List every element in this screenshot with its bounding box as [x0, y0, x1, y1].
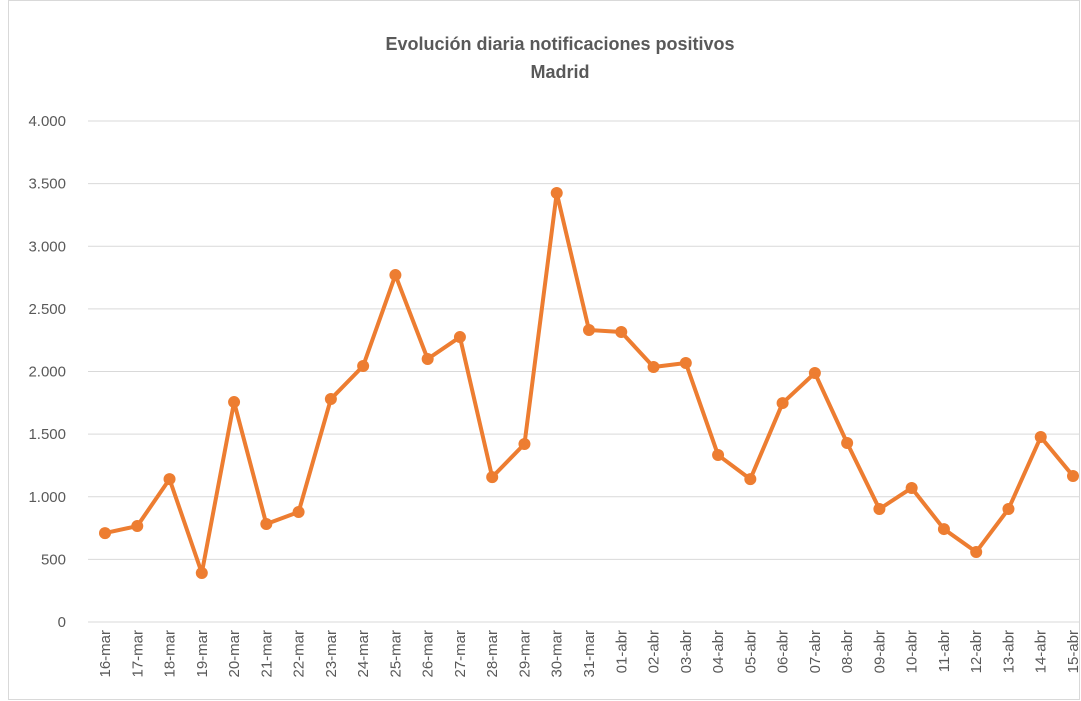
data-point	[486, 471, 499, 484]
data-point	[873, 503, 886, 516]
data-point	[679, 356, 692, 369]
data-point	[260, 518, 273, 531]
x-tick-label: 11-abr	[936, 630, 953, 672]
data-point	[518, 438, 531, 451]
data-point	[744, 473, 757, 486]
data-point	[1002, 503, 1015, 516]
data-point	[163, 473, 176, 486]
data-point	[937, 523, 950, 536]
data-point	[389, 269, 402, 282]
data-point	[583, 324, 595, 337]
data-point	[1034, 431, 1047, 444]
y-tick-label: 3.500	[28, 176, 66, 193]
x-tick-label: 16-mar	[97, 630, 114, 678]
data-point	[841, 437, 854, 450]
y-tick-label: 500	[41, 551, 66, 568]
data-point	[99, 527, 111, 540]
x-tick-label: 05-abr	[742, 630, 759, 673]
x-tick-label: 23-mar	[323, 630, 340, 678]
x-tick-label: 07-abr	[807, 630, 824, 673]
x-tick-label: 13-abr	[1000, 630, 1017, 673]
x-tick-label: 22-mar	[291, 630, 308, 678]
x-tick-label: 26-mar	[420, 630, 437, 678]
data-point	[228, 396, 241, 409]
y-tick-label: 3.000	[28, 238, 66, 255]
y-tick-label: 1.000	[28, 489, 66, 506]
x-tick-label: 02-abr	[646, 630, 663, 673]
x-tick-label: 10-abr	[904, 630, 921, 673]
x-tick-label: 12-abr	[968, 630, 985, 673]
x-tick-label: 06-abr	[775, 630, 792, 673]
data-point	[808, 367, 821, 380]
x-tick-label: 25-mar	[387, 630, 404, 678]
x-tick-label: 28-mar	[484, 630, 501, 678]
data-point	[615, 326, 628, 339]
data-point	[712, 449, 725, 462]
x-tick-label: 08-abr	[839, 630, 856, 673]
x-tick-label: 30-mar	[549, 630, 566, 678]
chart-title: Evolución diaria notificaciones positivo…	[385, 34, 734, 54]
x-tick-label: 27-mar	[452, 630, 469, 678]
x-tick-label: 18-mar	[162, 630, 179, 678]
data-point	[1067, 469, 1079, 482]
y-tick-label: 1.500	[28, 426, 66, 443]
data-point	[550, 187, 563, 200]
x-tick-label: 20-mar	[226, 630, 243, 678]
data-point	[905, 481, 918, 494]
x-tick-label: 14-abr	[1033, 630, 1050, 673]
y-tick-label: 0	[58, 614, 66, 631]
chart-subtitle: Madrid	[530, 62, 589, 82]
data-point	[970, 545, 983, 558]
data-point	[357, 359, 370, 372]
data-point	[647, 360, 660, 373]
x-tick-label: 31-mar	[581, 630, 598, 678]
data-point	[324, 393, 337, 406]
chart-border	[8, 0, 1080, 700]
data-point	[292, 506, 305, 519]
x-tick-label: 29-mar	[516, 630, 533, 678]
data-point	[453, 331, 466, 344]
x-tick-label: 09-abr	[871, 630, 888, 673]
y-tick-label: 2.000	[28, 364, 66, 381]
x-tick-label: 21-mar	[258, 630, 275, 678]
y-tick-label: 4.000	[28, 113, 66, 130]
x-tick-label: 04-abr	[710, 630, 727, 673]
y-tick-label: 2.500	[28, 301, 66, 318]
x-tick-label: 24-mar	[355, 630, 372, 678]
data-point	[131, 520, 144, 533]
x-tick-label: 15-abr	[1065, 630, 1081, 673]
data-point	[776, 397, 789, 410]
x-tick-label: 03-abr	[678, 630, 695, 673]
data-point	[421, 352, 434, 365]
x-tick-label: 19-mar	[194, 630, 211, 678]
x-tick-label: 01-abr	[613, 630, 630, 673]
data-point	[195, 567, 208, 580]
x-tick-label: 17-mar	[129, 630, 146, 678]
